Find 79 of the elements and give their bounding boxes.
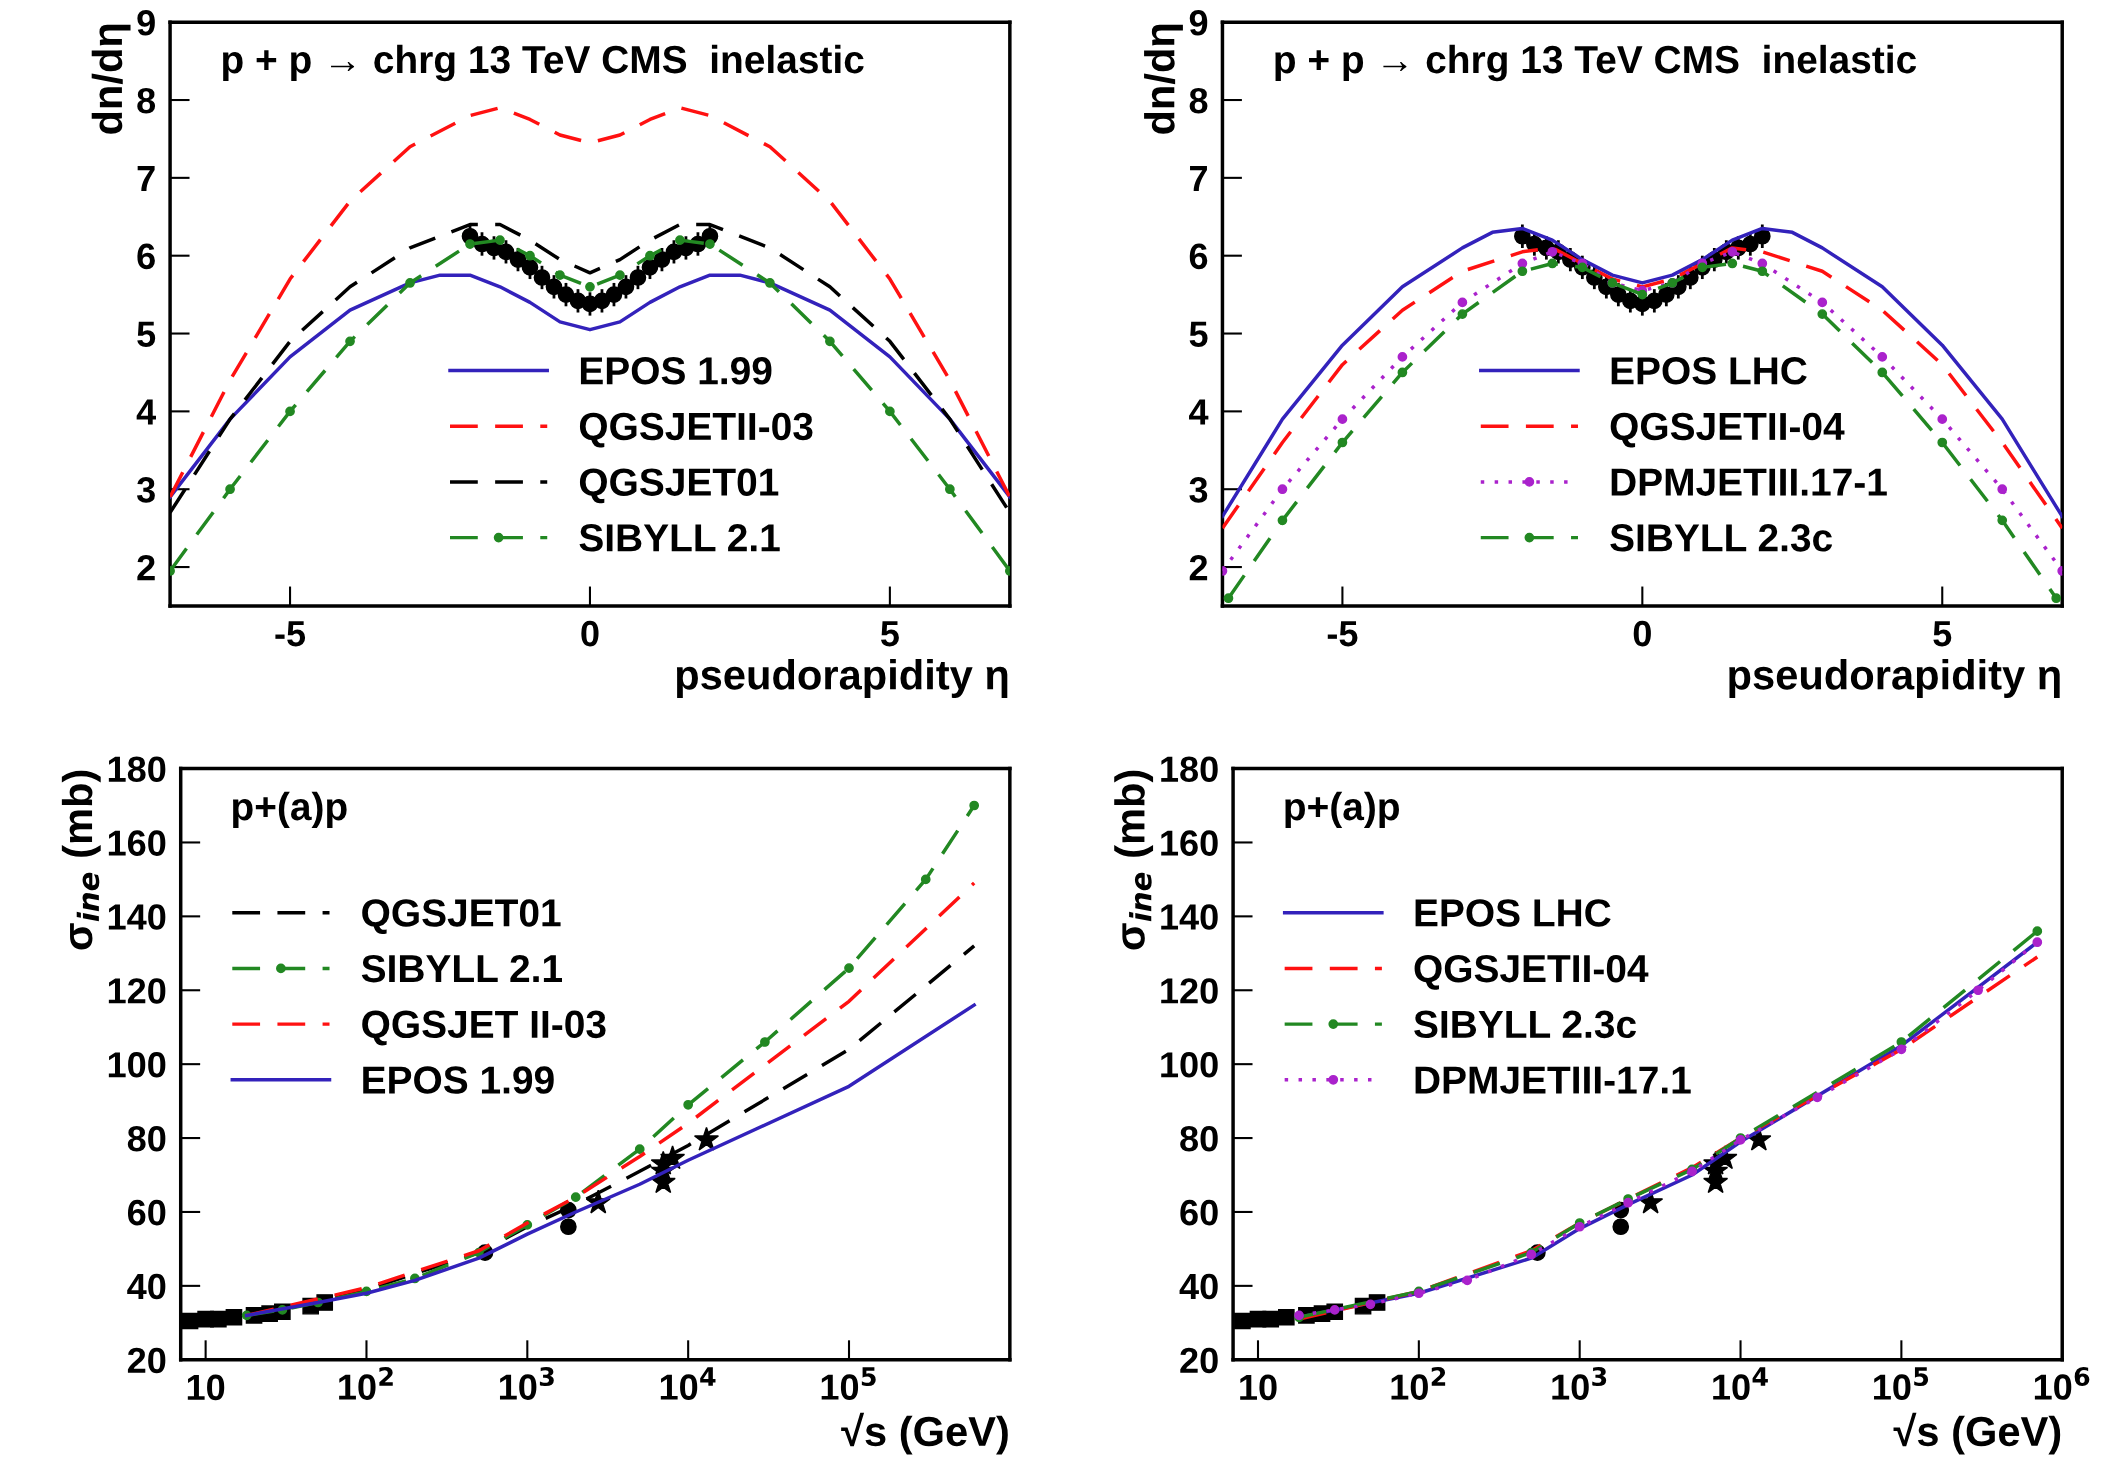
legend-label: QGSJETII-04 [1414,954,1649,990]
y-tick-label: 2 [1189,554,1208,581]
x-tick-label: 10 [187,1374,225,1401]
y-tick-label: 7 [1190,166,1207,191]
x-axis-title: √s (GeV) [1893,1412,2061,1455]
y-tick-label: 180 [1161,756,1218,782]
y-tick-label: 20 [1180,1347,1218,1374]
legend-label: QGSJETII-04 [1610,412,1845,448]
x-tick-label: 10$^{2}$ [1391,1366,1446,1400]
y-axis-title: dn/dη [1144,24,1183,134]
y-tick-label: 60 [1180,1199,1218,1226]
x-tick-label: 10$^{4}$ [660,1367,716,1400]
legend-label: SIBYLL 2.1 [361,954,562,983]
x-axis-title: pseudorapidity η [676,659,1008,698]
x-tick-label: 10$^{5}$ [821,1367,876,1400]
y-tick-label: 6 [137,243,155,270]
y-tick-label: 100 [1161,1052,1218,1078]
annotation: p + p → chrg 13 TeV CMS inelastic [223,44,864,82]
y-tick-label: 120 [1161,978,1218,1004]
x-tick-label: 10$^{5}$ [1874,1367,1929,1400]
y-tick-label: 3 [136,477,155,503]
x-tick-label: -5 [1327,621,1358,647]
y-axis-title: σ$_{ine}$ (mb) [61,770,101,950]
y-tick-label: 140 [108,904,166,930]
y-tick-label: 160 [108,830,166,856]
x-tick-label: 10$^{6}$ [2034,1366,2090,1400]
legend-label: EPOS LHC [1415,899,1611,927]
legend-label: DPMJETIII.17-1 [1611,468,1887,496]
y-tick-label: 80 [1180,1125,1218,1152]
legend-label: QGSJET II-03 [362,1010,606,1046]
y-tick-label: 5 [137,321,156,347]
y-tick-label: 8 [1189,87,1208,114]
y-tick-label: 40 [127,1273,166,1300]
x-tick-label: 0 [581,620,599,647]
x-tick-label: 10$^{2}$ [339,1366,393,1400]
x-tick-label: 5 [1933,621,1952,647]
y-tick-label: 100 [108,1052,166,1078]
y-tick-label: 120 [108,978,166,1004]
y-tick-label: 9 [137,10,155,36]
x-tick-label: 0 [1633,620,1651,647]
y-tick-label: 9 [1189,10,1208,36]
y-tick-label: 60 [127,1199,166,1226]
y-tick-label: 4 [1189,399,1209,425]
y-tick-label: 7 [137,166,155,191]
legend-label: QGSJET01 [579,468,779,504]
legend-label: DPMJETIII-17.1 [1415,1066,1691,1094]
y-tick-label: 8 [137,87,156,114]
legend-label: EPOS 1.99 [363,1066,554,1094]
y-tick-label: 40 [1179,1273,1218,1300]
y-tick-label: 160 [1161,830,1218,856]
legend-label: SIBYLL 2.3c [1610,524,1833,552]
y-tick-label: 140 [1161,904,1218,930]
legend-label: QGSJETII-03 [579,412,813,448]
y-tick-label: 3 [1189,477,1208,503]
annotation: p+(a)p [1285,791,1399,829]
legend-label: SIBYLL 2.3c [1414,1010,1636,1039]
annotation: p + p → chrg 13 TeV CMS inelastic [1275,44,1917,82]
x-tick-label: 10 [1240,1374,1277,1401]
y-axis-title: dn/dη [91,24,131,134]
y-tick-label: 20 [127,1347,166,1374]
legend-label: EPOS LHC [1611,356,1807,385]
x-axis-title: pseudorapidity η [1729,659,2060,698]
y-tick-label: 2 [137,554,155,581]
annotation: p+(a)p [233,791,347,829]
y-tick-label: 180 [108,756,166,782]
x-tick-label: 10$^{4}$ [1713,1367,1768,1400]
x-axis-title: √s (GeV) [841,1412,1008,1455]
x-tick-label: -5 [275,621,306,647]
y-tick-label: 80 [127,1125,166,1152]
y-tick-label: 5 [1189,321,1208,347]
x-tick-label: 5 [880,621,899,647]
legend-label: SIBYLL 2.1 [579,524,780,552]
y-axis-title: σ$_{ine}$ (mb) [1114,770,1154,950]
legend-label: EPOS 1.99 [580,356,772,385]
x-tick-label: 10$^{3}$ [1552,1366,1607,1400]
y-tick-label: 4 [136,399,156,425]
y-tick-label: 6 [1189,243,1208,270]
x-tick-label: 10$^{3}$ [499,1366,554,1400]
legend-label: QGSJET01 [362,899,561,934]
